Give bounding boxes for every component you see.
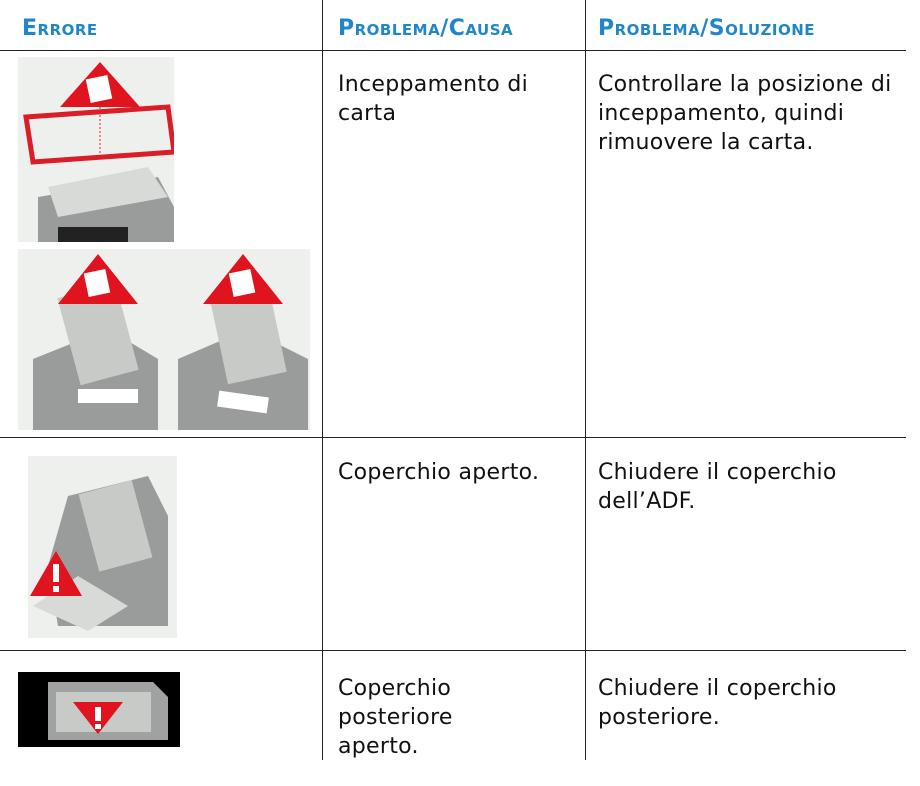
solution: Chiudere il coperchio dell’ADF. [598,460,837,514]
header-cell: Errore [22,16,98,41]
header-cell: Problema/Soluzione [598,16,816,41]
cause: Inceppamento di carta [338,72,529,126]
cover-open-image [28,456,177,638]
column-line [322,0,323,760]
adf-jam-image [18,249,310,430]
row-line [0,437,906,438]
cause: Coperchio posteriore aperto. [338,676,453,759]
solution: Controllare la posizione di inceppamento… [598,72,892,155]
row-line [0,50,906,51]
column-line [585,0,586,760]
header-cell: Problema/Causa [338,16,514,41]
row-line [0,650,906,651]
paper-jam-image [18,57,174,242]
cause: Coperchio aperto. [338,460,540,485]
rear-cover-image [18,672,180,747]
solution: Chiudere il coperchio posteriore. [598,676,837,730]
